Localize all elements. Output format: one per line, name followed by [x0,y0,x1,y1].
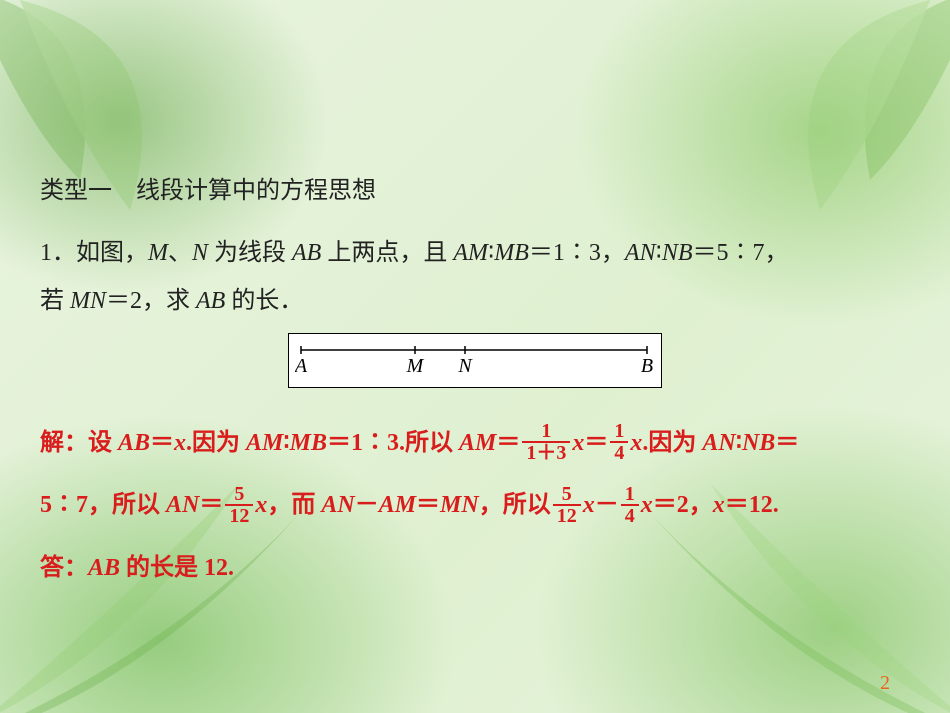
t: ＝ [416,492,440,518]
t: 1．如图， [40,240,148,266]
v: AB [88,555,120,581]
v: AB [118,430,150,456]
t: ＝2， [653,492,713,518]
v: NB [742,430,775,456]
t: ＝1∶3， [529,240,625,266]
var-MB: MB [494,240,529,266]
diagram-box: AMNB [288,333,662,388]
slide-content: 类型一 线段计算中的方程思想 1．如图，M、N 为线段 AB 上两点，且 AM∶… [40,170,910,599]
v: x [713,492,725,518]
var-AN: AN [625,240,656,266]
fraction: 512 [553,484,581,526]
den: 4 [610,443,628,463]
t: ＝ [150,430,174,456]
v: x [583,492,595,518]
var-AB: AB [292,240,321,266]
den: 4 [621,506,639,526]
t: 若 [40,288,70,314]
slide-background: 类型一 线段计算中的方程思想 1．如图，M、N 为线段 AB 上两点，且 AM∶… [0,0,950,713]
t: 上两点，且 [321,240,453,266]
den: 12 [553,506,581,526]
v: x [641,492,653,518]
v: AM [379,492,416,518]
t: ＝2，求 [106,288,196,314]
v: MN [440,492,479,518]
solution-text: 解：设 AB＝x.因为 AM∶MB＝1∶3.所以 AM＝11＋3x＝14x.因为… [40,412,910,599]
svg-text:N: N [457,355,473,377]
v: MB [290,430,327,456]
solution-answer: 答：AB 的长是 12. [40,537,910,599]
v: x [572,430,584,456]
t: ＝12. [725,492,779,518]
t: 答： [40,555,88,581]
diagram-svg: AMNB [295,338,655,378]
t: ＝5∶7， [693,240,789,266]
v: AN [702,430,735,456]
var-NB: NB [662,240,693,266]
num: 1 [621,484,639,506]
svg-text:M: M [406,355,425,377]
var-N: N [192,240,208,266]
t: － [595,492,619,518]
num: 5 [553,484,581,506]
solution-line-1: 解：设 AB＝x.因为 AM∶MB＝1∶3.所以 AM＝11＋3x＝14x.因为… [40,412,910,474]
t: ＝1∶3.所以 [327,430,459,456]
var-AM: AM [453,240,488,266]
num: 1 [610,421,628,443]
t: 5∶7，所以 [40,492,166,518]
svg-text:A: A [295,355,308,377]
t: － [355,492,379,518]
t: 的长． [225,288,303,314]
t: ，所以 [479,492,551,518]
fraction: 512 [225,484,253,526]
v: AN [166,492,199,518]
t: .因为 [186,430,246,456]
page-number: 2 [880,672,890,695]
v: AM [246,430,283,456]
line-diagram: AMNB [40,333,910,388]
fraction: 11＋3 [522,421,570,463]
num: 5 [225,484,253,506]
svg-text:B: B [641,355,653,377]
t: ＝ [775,430,799,456]
v: AN [321,492,354,518]
v: x [630,430,642,456]
fraction: 14 [621,484,639,526]
section-heading: 类型一 线段计算中的方程思想 [40,170,910,205]
var-AB: AB [196,288,225,314]
t: ＝ [584,430,608,456]
solution-line-2: 5∶7，所以 AN＝512x，而 AN－AM＝MN，所以512x－14x＝2，x… [40,474,910,536]
t: 的长是 12. [120,555,234,581]
num: 1 [522,421,570,443]
var-MN: MN [70,288,106,314]
t: 解：设 [40,430,118,456]
t: ＝ [496,430,520,456]
den: 12 [225,506,253,526]
den: 1＋3 [522,443,570,463]
t: ＝ [199,492,223,518]
v: x [255,492,267,518]
v: x [174,430,186,456]
t: .因为 [642,430,702,456]
t: ，而 [267,492,321,518]
t: 、 [168,240,192,266]
fraction: 14 [610,421,628,463]
var-M: M [148,240,168,266]
problem-text: 1．如图，M、N 为线段 AB 上两点，且 AM∶MB＝1∶3，AN∶NB＝5∶… [40,229,910,325]
t: 为线段 [208,240,292,266]
v: AM [459,430,496,456]
